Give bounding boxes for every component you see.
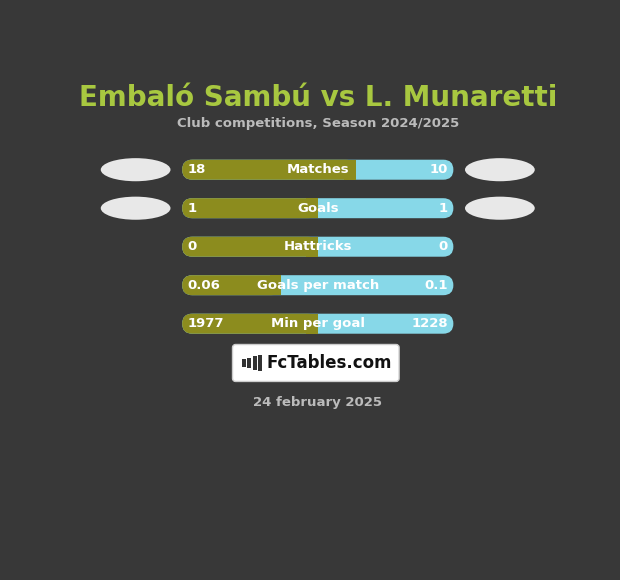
Text: 1: 1 xyxy=(439,202,448,215)
Text: Embaló Sambú vs L. Munaretti: Embaló Sambú vs L. Munaretti xyxy=(79,84,557,112)
Text: 10: 10 xyxy=(430,163,448,176)
FancyBboxPatch shape xyxy=(182,198,317,218)
FancyBboxPatch shape xyxy=(182,237,317,257)
FancyBboxPatch shape xyxy=(232,345,399,382)
Text: 0.06: 0.06 xyxy=(187,279,221,292)
Bar xyxy=(306,314,317,334)
Text: 1228: 1228 xyxy=(411,317,448,330)
Ellipse shape xyxy=(465,197,534,220)
FancyBboxPatch shape xyxy=(182,198,453,218)
FancyBboxPatch shape xyxy=(182,275,453,295)
Bar xyxy=(242,359,246,367)
Text: Goals: Goals xyxy=(297,202,339,215)
Bar xyxy=(247,358,251,368)
FancyBboxPatch shape xyxy=(182,237,453,257)
Bar xyxy=(258,354,262,371)
Text: FcTables.com: FcTables.com xyxy=(267,354,392,372)
FancyBboxPatch shape xyxy=(182,314,317,334)
FancyBboxPatch shape xyxy=(182,160,356,180)
Text: Hattricks: Hattricks xyxy=(283,240,352,253)
Text: Min per goal: Min per goal xyxy=(271,317,365,330)
Ellipse shape xyxy=(465,158,534,182)
Ellipse shape xyxy=(100,197,170,220)
Text: Matches: Matches xyxy=(286,163,349,176)
Bar xyxy=(270,275,281,295)
Text: 18: 18 xyxy=(187,163,206,176)
Bar xyxy=(344,160,356,180)
Text: 1977: 1977 xyxy=(187,317,224,330)
Text: 0: 0 xyxy=(439,240,448,253)
FancyBboxPatch shape xyxy=(182,160,453,180)
FancyBboxPatch shape xyxy=(182,275,281,295)
Text: Goals per match: Goals per match xyxy=(257,279,379,292)
Text: Club competitions, Season 2024/2025: Club competitions, Season 2024/2025 xyxy=(177,117,459,130)
Bar xyxy=(253,356,257,370)
Ellipse shape xyxy=(100,158,170,182)
Text: 1: 1 xyxy=(187,202,197,215)
Text: 0.1: 0.1 xyxy=(425,279,448,292)
Bar xyxy=(306,198,317,218)
FancyBboxPatch shape xyxy=(182,314,453,334)
Text: 0: 0 xyxy=(187,240,197,253)
Bar xyxy=(306,237,317,257)
Text: 24 february 2025: 24 february 2025 xyxy=(253,396,383,409)
